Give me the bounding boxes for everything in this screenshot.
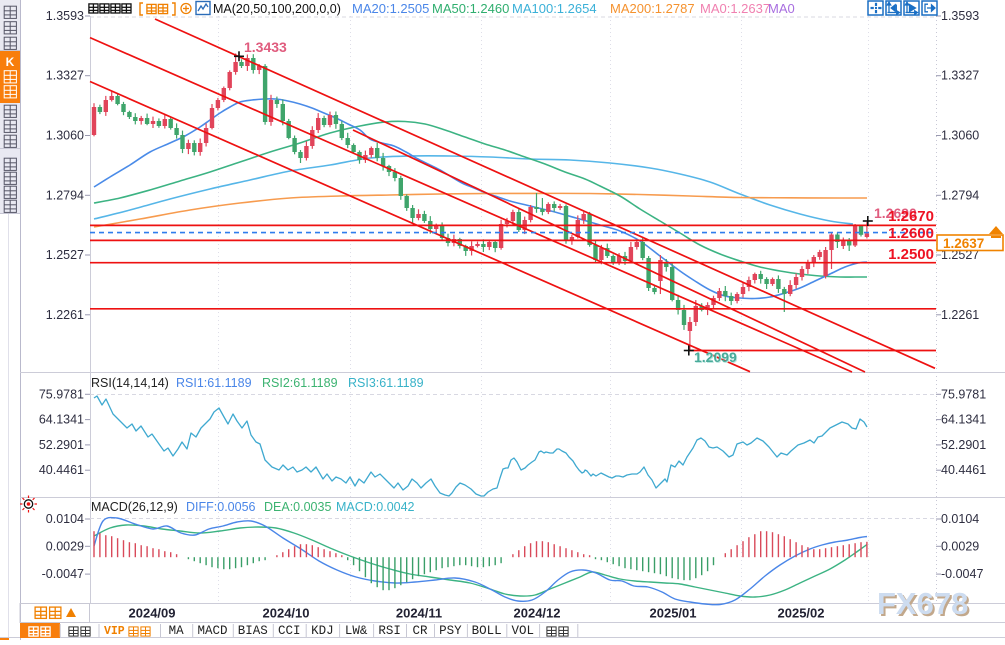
svg-text:1.3327: 1.3327 (941, 69, 979, 83)
svg-text:VOL: VOL (511, 624, 534, 638)
svg-text:MA100:1.2654: MA100:1.2654 (512, 1, 597, 16)
svg-text:DIFF:0.0056: DIFF:0.0056 (186, 500, 256, 514)
svg-text:1.2261: 1.2261 (941, 308, 979, 322)
svg-text:MA(20,50,100,200,0,0): MA(20,50,100,200,0,0) (213, 2, 341, 16)
svg-text:RSI: RSI (378, 624, 401, 638)
svg-text:40.4461: 40.4461 (941, 463, 986, 477)
svg-text:MA20:1.2505: MA20:1.2505 (352, 1, 429, 16)
svg-text:RSI2:61.1189: RSI2:61.1189 (262, 376, 338, 390)
svg-text:1.3433: 1.3433 (244, 39, 287, 55)
svg-text:BIAS: BIAS (238, 624, 268, 638)
svg-text:-0.0047: -0.0047 (941, 567, 983, 581)
svg-text:1.3327: 1.3327 (46, 69, 84, 83)
svg-text:1.3593: 1.3593 (941, 9, 979, 23)
svg-text:LW&: LW& (345, 624, 368, 638)
svg-text:0.0029: 0.0029 (941, 539, 979, 553)
svg-text:1.2099: 1.2099 (695, 350, 738, 366)
svg-text:MACD(26,12,9): MACD(26,12,9) (91, 500, 178, 514)
svg-text:1.2099: 1.2099 (694, 349, 737, 365)
svg-text:BOLL: BOLL (472, 624, 502, 638)
svg-text:1.2690: 1.2690 (874, 205, 917, 221)
svg-text:K: K (6, 55, 15, 69)
svg-text:-0.0047: -0.0047 (42, 567, 84, 581)
svg-text:75.9781: 75.9781 (941, 387, 986, 401)
svg-text:1.2600: 1.2600 (888, 225, 934, 242)
svg-text:RSI3:61.1189: RSI3:61.1189 (348, 376, 424, 390)
svg-text:1.3593: 1.3593 (46, 9, 84, 23)
svg-text:0.0104: 0.0104 (46, 512, 84, 526)
svg-text:2024/10: 2024/10 (263, 606, 310, 621)
svg-text:2025/01: 2025/01 (650, 606, 697, 621)
svg-text:1.3060: 1.3060 (46, 129, 84, 143)
svg-text:RSI1:61.1189: RSI1:61.1189 (176, 376, 252, 390)
svg-text:MA0:1.2637: MA0:1.2637 (700, 1, 770, 16)
svg-text:1.2794: 1.2794 (46, 188, 84, 202)
svg-text:1.2794: 1.2794 (941, 188, 979, 202)
svg-text:PSY: PSY (439, 624, 462, 638)
svg-text:FX678: FX678 (879, 588, 970, 623)
svg-text:1.2527: 1.2527 (46, 248, 84, 262)
svg-text:CCI: CCI (278, 624, 301, 638)
svg-text:FX678: FX678 (877, 586, 968, 621)
svg-text:MACD: MACD (197, 624, 227, 638)
svg-text:MA200:1.2787: MA200:1.2787 (610, 1, 695, 16)
svg-text:KDJ: KDJ (311, 624, 334, 638)
svg-text:RSI(14,14,14): RSI(14,14,14) (91, 376, 169, 390)
svg-text:52.2901: 52.2901 (39, 438, 84, 452)
svg-text:MA0: MA0 (768, 1, 795, 16)
svg-text:1.2527: 1.2527 (941, 248, 979, 262)
svg-text:75.9781: 75.9781 (39, 387, 84, 401)
svg-text:2024/12: 2024/12 (514, 606, 561, 621)
svg-text:52.2901: 52.2901 (941, 438, 986, 452)
svg-text:0.0029: 0.0029 (46, 539, 84, 553)
svg-text:CR: CR (412, 624, 428, 638)
svg-text:MA50:1.2460: MA50:1.2460 (432, 1, 509, 16)
svg-text:DEA:0.0035: DEA:0.0035 (264, 500, 331, 514)
svg-text:1.2670: 1.2670 (888, 208, 934, 225)
svg-text:64.1341: 64.1341 (941, 413, 986, 427)
svg-text:1.2637: 1.2637 (943, 236, 984, 251)
svg-text:2024/09: 2024/09 (129, 606, 176, 621)
svg-text:64.1341: 64.1341 (39, 413, 84, 427)
svg-text:2025/02: 2025/02 (778, 606, 825, 621)
svg-text:40.4461: 40.4461 (39, 463, 84, 477)
svg-text:1.3060: 1.3060 (941, 129, 979, 143)
svg-text:1.2500: 1.2500 (888, 246, 934, 263)
svg-text:MA: MA (169, 624, 185, 638)
svg-text:VIP: VIP (104, 625, 125, 638)
svg-text:0.0104: 0.0104 (941, 512, 979, 526)
svg-text:1.2261: 1.2261 (46, 308, 84, 322)
svg-text:2024/11: 2024/11 (396, 606, 442, 621)
svg-text:MACD:0.0042: MACD:0.0042 (336, 500, 415, 514)
